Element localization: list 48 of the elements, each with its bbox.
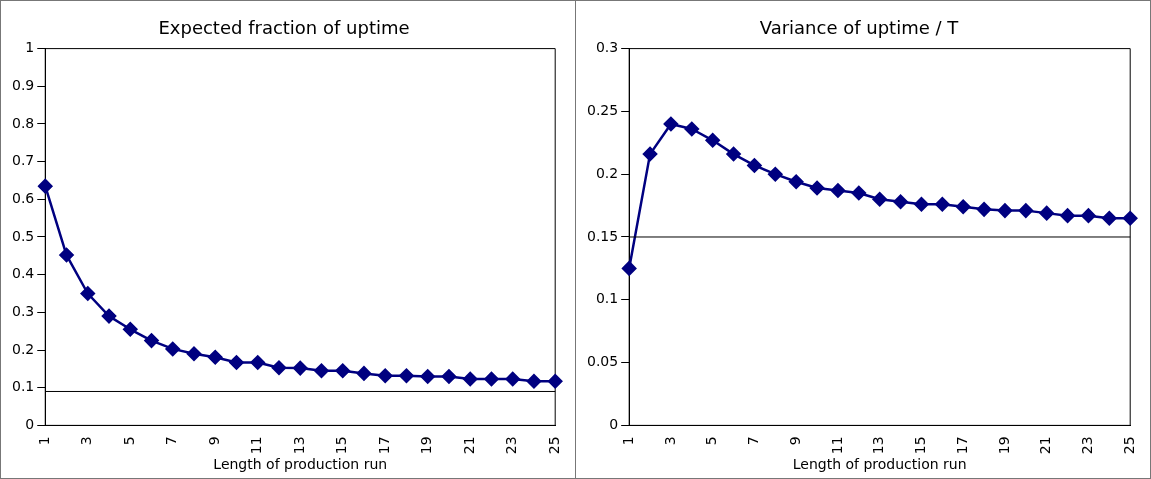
x-tick-label: 23	[1079, 436, 1096, 455]
y-tick-label: 0.1	[12, 378, 35, 395]
x-axis-title: Length of production run	[213, 456, 388, 473]
x-tick-label: 15	[333, 436, 350, 455]
y-tick-label: 0.2	[12, 340, 35, 357]
y-tick-label: 0.15	[587, 227, 619, 244]
x-tick-label: 7	[745, 436, 762, 446]
y-tick-label: 0	[25, 416, 35, 433]
x-tick-label: 19	[418, 436, 435, 455]
x-tick-label: 23	[503, 436, 520, 455]
x-tick-label: 7	[163, 436, 180, 446]
x-tick-label: 1	[35, 436, 52, 446]
x-tick-label: 9	[205, 436, 222, 446]
x-tick-label: 15	[912, 436, 929, 455]
y-tick-label: 0.25	[587, 102, 619, 119]
y-tick-label: 0.1	[595, 290, 619, 307]
x-tick-label: 1	[619, 436, 636, 446]
y-tick-label: 0.4	[12, 265, 35, 282]
x-tick-label: 21	[1037, 436, 1054, 455]
x-tick-label: 17	[375, 436, 392, 455]
y-tick-label: 0.2	[595, 164, 619, 181]
x-tick-label: 11	[828, 436, 845, 455]
chart-title: Variance of uptime / T	[759, 17, 960, 39]
x-tick-label: 9	[786, 436, 803, 446]
y-tick-label: 0.05	[587, 353, 619, 370]
x-tick-label: 3	[661, 436, 678, 446]
x-tick-label: 5	[120, 436, 137, 446]
y-tick-label: 0.7	[12, 152, 35, 169]
x-tick-label: 5	[703, 436, 720, 446]
x-tick-label: 25	[545, 436, 562, 455]
y-tick-label: 1	[25, 39, 35, 56]
x-axis-title: Length of production run	[792, 456, 967, 473]
x-tick-label: 19	[995, 436, 1012, 455]
chart-title: Expected fraction of uptime	[158, 17, 410, 39]
y-tick-label: 0.8	[12, 114, 35, 131]
y-tick-label: 0.9	[12, 76, 35, 93]
x-tick-label: 21	[460, 436, 477, 455]
y-tick-label: 0.5	[12, 227, 35, 244]
x-tick-label: 3	[78, 436, 95, 446]
y-tick-label: 0.6	[12, 189, 35, 206]
y-tick-label: 0	[609, 416, 619, 433]
x-tick-label: 17	[953, 436, 970, 455]
y-tick-label: 0.3	[12, 302, 35, 319]
x-tick-label: 13	[290, 436, 307, 455]
x-tick-label: 11	[248, 436, 265, 455]
y-tick-label: 0.3	[595, 39, 619, 56]
x-tick-label: 25	[1120, 436, 1137, 455]
x-tick-label: 13	[870, 436, 887, 455]
